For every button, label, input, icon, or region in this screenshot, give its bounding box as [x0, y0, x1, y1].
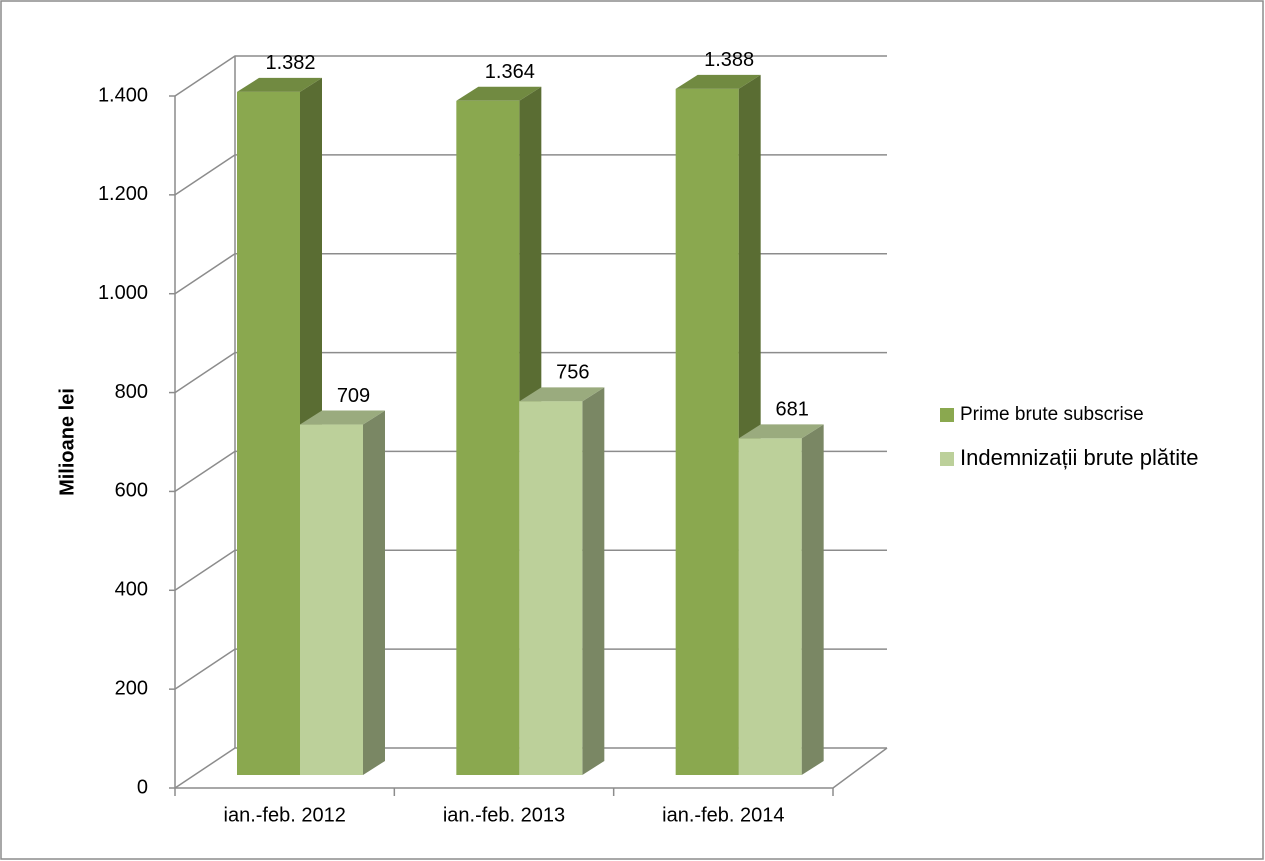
y-axis-label: Milioane lei: [56, 388, 78, 496]
bar: [237, 91, 300, 775]
bar: [300, 424, 363, 775]
y-tick-label: 400: [115, 579, 148, 601]
x-tick-label: ian.-feb. 2014: [662, 804, 784, 826]
y-tick-label: 1.000: [98, 282, 148, 304]
legend-label: Prime brute subscrise: [960, 404, 1144, 425]
value-label: 709: [337, 385, 370, 407]
legend-swatch: [940, 452, 954, 466]
bar-top: [675, 74, 761, 89]
bar: [456, 100, 520, 775]
x-tick-label: ian.-feb. 2012: [224, 804, 346, 826]
bar-side: [801, 424, 824, 775]
value-label: 1.364: [485, 61, 535, 83]
bar-side: [582, 387, 605, 775]
bar: [675, 88, 739, 776]
y-tick-label: 1.200: [98, 183, 148, 205]
y-tick-label: 0: [137, 776, 148, 798]
y-tick-label: 600: [115, 480, 148, 502]
value-label: 756: [556, 362, 589, 384]
bar-side: [363, 410, 385, 775]
x-tick-label: ian.-feb. 2013: [443, 804, 565, 826]
bar-top: [456, 86, 542, 101]
bar: [519, 401, 583, 775]
value-label: 1.388: [704, 49, 754, 71]
y-tick-label: 1.400: [98, 84, 148, 106]
legend-label: Indemnizații brute plătite: [960, 445, 1198, 470]
value-label: 1.382: [265, 52, 315, 74]
y-tick-label: 800: [115, 381, 148, 403]
value-label: 681: [775, 399, 808, 421]
bar: [738, 438, 802, 775]
bar-top: [519, 387, 605, 402]
bar-top: [300, 410, 385, 425]
bar-top: [738, 424, 824, 439]
y-tick-label: 200: [115, 677, 148, 699]
bar-top: [237, 77, 322, 92]
legend-swatch: [940, 408, 954, 422]
